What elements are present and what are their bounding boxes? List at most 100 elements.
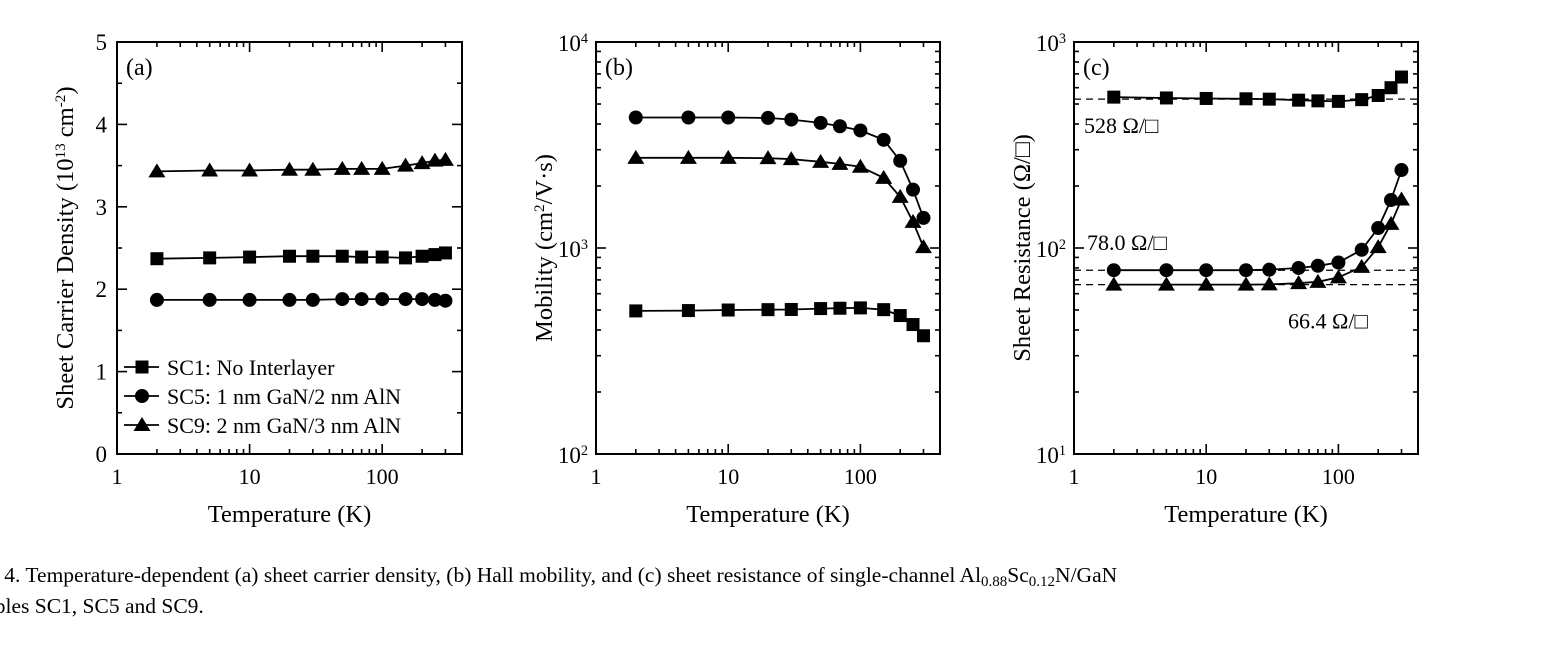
data-point (784, 112, 799, 127)
data-point (782, 151, 800, 166)
data-point (438, 246, 452, 260)
caption-line-2: mples SC1, SC5 and SC9. (0, 594, 204, 618)
data-point (812, 153, 830, 168)
data-point (1237, 276, 1255, 291)
data-point (916, 329, 930, 343)
series-sc9 (627, 149, 932, 254)
data-point (719, 149, 737, 164)
data-point (1262, 262, 1277, 277)
data-point (814, 302, 828, 316)
data-point (1239, 92, 1253, 106)
y-tick-label: 102 (558, 443, 588, 468)
data-point (761, 110, 775, 125)
caption-subscript: 0.12 (1028, 574, 1056, 590)
y-tick-label: 103 (1036, 31, 1066, 56)
data-point (833, 301, 847, 315)
data-point (1106, 263, 1121, 278)
data-point (283, 249, 296, 263)
x-axis-label: Temperature (K) (208, 501, 372, 528)
y-tick-label: 5 (96, 30, 108, 55)
data-point (784, 302, 798, 316)
series-sc5 (628, 110, 931, 225)
data-point (851, 158, 869, 173)
data-point (1292, 93, 1306, 107)
legend-marker-square (135, 360, 149, 374)
data-point (1291, 260, 1306, 275)
data-point (1394, 70, 1408, 84)
x-tick-label: 1 (112, 464, 123, 489)
reference-line-label: 78.0 Ω/□ (1087, 230, 1167, 255)
data-point (1199, 263, 1214, 278)
panel-label: (c) (1083, 55, 1110, 81)
data-point (242, 292, 257, 307)
data-point (1382, 215, 1400, 230)
data-point (282, 292, 297, 307)
data-point (438, 293, 453, 308)
series-sc5 (149, 292, 453, 308)
data-point (203, 251, 217, 265)
data-point (759, 150, 777, 165)
data-point (1310, 258, 1325, 273)
panel-c: 1 10 100 Temperature (K) 101 102 103 Sheet Resi… (1009, 31, 1419, 528)
data-point (1105, 276, 1123, 291)
data-point (427, 292, 442, 307)
data-point (893, 153, 908, 168)
data-point (353, 160, 371, 175)
data-point (1329, 269, 1347, 284)
data-point (399, 251, 413, 265)
caption-line-1: G. 4. Temperature-dependent (a) sheet ca… (0, 560, 1538, 591)
y-tick-label: 102 (1036, 237, 1066, 262)
data-point (1369, 239, 1387, 254)
data-point (679, 149, 697, 164)
data-point (1197, 276, 1215, 291)
data-point (354, 292, 369, 307)
data-point (398, 292, 413, 307)
legend-marker-circle (135, 389, 149, 403)
data-point (201, 162, 219, 177)
panel-label: (b) (605, 55, 633, 81)
caption-text: G. 4. Temperature-dependent (a) sheet ca… (0, 563, 982, 587)
data-point (627, 149, 645, 164)
series-sc9 (148, 151, 454, 178)
x-tick-label: 10 (239, 464, 261, 489)
data-point (853, 123, 868, 138)
data-point (628, 110, 643, 125)
data-point (281, 161, 298, 176)
y-tick-label: 101 (1036, 443, 1066, 468)
y-tick-label: 4 (96, 112, 108, 137)
axes-frame (595, 41, 941, 455)
data-point (335, 249, 349, 263)
data-point (1159, 263, 1174, 278)
data-point (150, 252, 164, 266)
y-axis-label: Sheet Resistance (Ω/□) (1009, 134, 1036, 362)
data-point (853, 301, 867, 315)
y-tick-label: 1 (96, 360, 108, 385)
reference-line-label: 66.4 Ω/□ (1288, 309, 1368, 334)
data-point (1309, 273, 1327, 288)
x-tick-label: 100 (844, 464, 877, 489)
data-point (306, 249, 320, 263)
x-tick-label: 1 (591, 464, 602, 489)
data-point (906, 318, 920, 332)
data-point (1355, 93, 1369, 107)
data-point (831, 155, 849, 170)
data-point (305, 292, 320, 307)
data-point (304, 161, 322, 176)
y-tick-label: 103 (558, 237, 588, 262)
x-tick-label: 1 (1069, 464, 1080, 489)
data-point (413, 155, 431, 170)
legend: SC1: No Interlayer SC5: 1 nm GaN/2 nm AlN… (124, 355, 401, 438)
data-point (1384, 81, 1398, 95)
series-sc1 (629, 301, 930, 343)
series-line (635, 116, 925, 219)
data-point (1331, 94, 1345, 108)
data-point (1159, 91, 1173, 105)
data-point (397, 157, 415, 172)
x-axis-label: Temperature (K) (1164, 501, 1328, 528)
data-point (877, 303, 891, 317)
data-point (721, 110, 736, 125)
series-sc9 (1105, 191, 1410, 291)
x-tick-label: 100 (1322, 464, 1355, 489)
y-tick-label: 3 (96, 195, 108, 220)
